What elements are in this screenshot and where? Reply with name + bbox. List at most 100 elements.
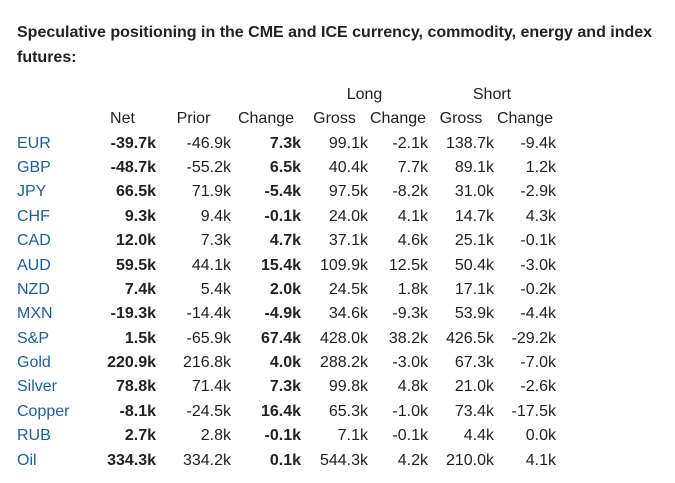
net-cell: 12.0k <box>115 232 156 250</box>
change-cell: 16.4k <box>260 402 301 420</box>
net-cell: 66.5k <box>115 183 156 201</box>
row-label[interactable]: Silver <box>17 378 58 396</box>
table-row: CHF 9.3k 9.4k -0.1k 24.0k 4.1k 14.7k 4.3k <box>12 205 556 229</box>
net-cell: 78.8k <box>115 378 156 396</box>
prior-cell: -46.9k <box>186 134 231 152</box>
long-gross-cell: 37.1k <box>328 232 368 250</box>
row-label[interactable]: NZD <box>17 280 50 298</box>
row-label[interactable]: GBP <box>17 158 51 176</box>
prior-cell: 71.9k <box>191 183 231 201</box>
net-cell: 2.7k <box>124 427 156 445</box>
prior-cell: 7.3k <box>200 232 231 250</box>
change-cell: 15.4k <box>260 256 301 274</box>
table-row: JPY 66.5k 71.9k -5.4k 97.5k -8.2k 31.0k -2.9k <box>12 180 556 204</box>
net-cell: -48.7k <box>110 158 156 176</box>
row-label[interactable]: AUD <box>17 256 51 274</box>
net-cell: -39.7k <box>110 134 156 152</box>
row-label[interactable]: Oil <box>17 451 37 469</box>
table-row: S&P 1.5k -65.9k 67.4k 428.0k 38.2k 426.5k -29.2… <box>12 327 556 351</box>
short-gross-cell: 31.0k <box>454 183 494 201</box>
row-label[interactable]: RUB <box>17 427 51 445</box>
positioning-table: Long Short Net Prior Change Gross Change… <box>12 83 556 473</box>
short-change-cell: -0.2k <box>520 280 556 298</box>
col-change: Change <box>237 110 295 128</box>
short-change-cell: 1.2k <box>525 158 556 176</box>
net-cell: 334.3k <box>107 451 156 469</box>
short-gross-cell: 67.3k <box>454 354 494 372</box>
change-cell: -4.9k <box>264 305 301 323</box>
net-cell: 7.4k <box>124 280 156 298</box>
long-gross-cell: 65.3k <box>328 402 368 420</box>
long-gross-cell: 288.2k <box>319 354 368 372</box>
col-long-change: Change <box>369 110 427 128</box>
net-cell: 9.3k <box>124 207 156 225</box>
prior-cell: 216.8k <box>182 354 231 372</box>
long-gross-cell: 428.0k <box>319 329 368 347</box>
long-gross-cell: 99.8k <box>328 378 368 396</box>
long-change-cell: 12.5k <box>388 256 428 274</box>
change-cell: 7.3k <box>269 378 301 396</box>
short-change-cell: -3.0k <box>520 256 556 274</box>
long-change-cell: 7.7k <box>397 158 428 176</box>
long-gross-cell: 109.9k <box>319 256 368 274</box>
short-gross-cell: 53.9k <box>454 305 494 323</box>
col-net: Net <box>110 110 135 128</box>
change-cell: -0.1k <box>264 427 301 445</box>
prior-cell: -24.5k <box>186 402 231 420</box>
row-label[interactable]: Copper <box>17 402 70 420</box>
row-label[interactable]: CAD <box>17 232 51 250</box>
long-gross-cell: 544.3k <box>319 451 368 469</box>
change-cell: 6.5k <box>269 158 301 176</box>
column-header-row: Net Prior Change Gross Change Gross Chan… <box>12 107 556 131</box>
row-label[interactable]: S&P <box>17 329 50 347</box>
short-change-cell: -17.5k <box>511 402 556 420</box>
table-row: NZD 7.4k 5.4k 2.0k 24.5k 1.8k 17.1k -0.2k <box>12 278 556 302</box>
short-gross-cell: 25.1k <box>454 232 494 250</box>
long-change-cell: 4.1k <box>397 207 428 225</box>
change-cell: 67.4k <box>260 329 301 347</box>
short-change-cell: -4.4k <box>520 305 556 323</box>
row-label[interactable]: CHF <box>17 207 50 225</box>
short-change-cell: -9.4k <box>520 134 556 152</box>
long-gross-cell: 24.5k <box>328 280 368 298</box>
short-gross-cell: 73.4k <box>454 402 494 420</box>
row-label[interactable]: Gold <box>17 354 51 372</box>
change-cell: 0.1k <box>269 451 301 469</box>
net-cell: -19.3k <box>110 305 156 323</box>
long-change-cell: -0.1k <box>392 427 428 445</box>
col-prior: Prior <box>176 110 211 128</box>
prior-cell: 5.4k <box>200 280 231 298</box>
change-cell: -0.1k <box>264 207 301 225</box>
net-cell: 59.5k <box>115 256 156 274</box>
row-label[interactable]: MXN <box>17 305 53 323</box>
long-gross-cell: 7.1k <box>337 427 368 445</box>
long-change-cell: -2.1k <box>392 134 428 152</box>
long-change-cell: 4.8k <box>397 378 428 396</box>
short-group-header: Short <box>472 86 512 103</box>
table-row: Copper -8.1k -24.5k 16.4k 65.3k -1.0k 73.4k -17… <box>12 400 556 424</box>
table-row: Oil 334.3k 334.2k 0.1k 544.3k 4.2k 210.0k 4.1k <box>12 448 556 472</box>
long-group-header: Long <box>346 86 383 103</box>
row-label[interactable]: JPY <box>17 183 47 201</box>
change-cell: 4.0k <box>269 354 301 372</box>
col-short-gross: Gross <box>439 110 483 128</box>
change-cell: -5.4k <box>264 183 301 201</box>
long-change-cell: -9.3k <box>392 305 428 323</box>
short-change-cell: -0.1k <box>520 232 556 250</box>
long-gross-cell: 40.4k <box>328 158 368 176</box>
short-gross-cell: 14.7k <box>454 207 494 225</box>
prior-cell: -14.4k <box>186 305 231 323</box>
prior-cell: 2.8k <box>200 427 231 445</box>
prior-cell: 9.4k <box>200 207 231 225</box>
long-gross-cell: 97.5k <box>328 183 368 201</box>
table-row: MXN -19.3k -14.4k -4.9k 34.6k -9.3k 53.9k -4.4k <box>12 302 556 326</box>
row-label[interactable]: EUR <box>17 134 51 152</box>
long-gross-cell: 34.6k <box>328 305 368 323</box>
long-change-cell: 4.2k <box>397 451 428 469</box>
col-long-gross: Gross <box>313 110 356 128</box>
short-change-cell: -7.0k <box>520 354 556 372</box>
table-row: Silver 78.8k 71.4k 7.3k 99.8k 4.8k 21.0k -2.6k <box>12 375 556 399</box>
short-change-cell: 4.3k <box>525 207 556 225</box>
change-cell: 7.3k <box>269 134 301 152</box>
short-change-cell: 4.1k <box>525 451 556 469</box>
